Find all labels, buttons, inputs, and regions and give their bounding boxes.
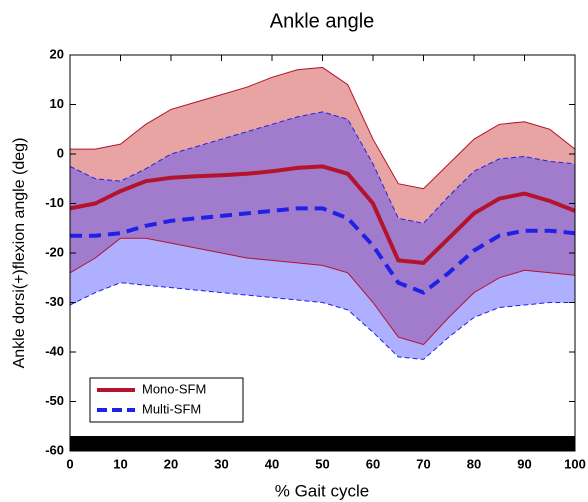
y-tick-label: -50 bbox=[45, 393, 64, 408]
chart-title: Ankle angle bbox=[270, 10, 375, 32]
legend-box bbox=[89, 377, 244, 423]
y-tick-label: 0 bbox=[57, 145, 64, 160]
band-edge bbox=[69, 282, 575, 360]
x-tick-label: 30 bbox=[214, 456, 228, 471]
x-tick-label: 90 bbox=[517, 456, 531, 471]
legend-label: Multi-SFM bbox=[142, 401, 201, 416]
y-tick-label: -10 bbox=[45, 195, 64, 210]
band-edge bbox=[70, 66, 576, 190]
y-tick-label: -30 bbox=[45, 294, 64, 309]
x-tick-label: 10 bbox=[113, 456, 127, 471]
mean-line bbox=[69, 164, 576, 265]
y-tick-label: 10 bbox=[50, 96, 64, 111]
y-tick-label: -20 bbox=[45, 244, 64, 259]
band-edge bbox=[69, 237, 576, 346]
y-axis-label: Ankle dorsi(+)flexion angle (deg) bbox=[11, 138, 28, 369]
x-tick-label: 80 bbox=[467, 456, 481, 471]
x-tick-label: 100 bbox=[564, 456, 586, 471]
x-tick-label: 0 bbox=[66, 456, 73, 471]
x-tick-label: 20 bbox=[164, 456, 178, 471]
band-edge bbox=[69, 111, 576, 224]
band bbox=[70, 111, 575, 360]
phase-bar bbox=[70, 436, 575, 451]
plot-area bbox=[69, 66, 576, 360]
x-tick-label: 60 bbox=[366, 456, 380, 471]
legend: Mono-SFM Multi-SFM bbox=[89, 377, 244, 423]
y-tick-label: 20 bbox=[50, 46, 64, 61]
legend-label: Mono-SFM bbox=[142, 381, 206, 396]
x-tick-label: 70 bbox=[416, 456, 430, 471]
x-tick-label: 40 bbox=[265, 456, 279, 471]
x-axis-label: % Gait cycle bbox=[275, 481, 369, 500]
y-tick-label: -60 bbox=[45, 442, 64, 457]
y-tick-label: -40 bbox=[45, 343, 64, 358]
mean-line bbox=[70, 206, 576, 295]
x-tick-label: 50 bbox=[315, 456, 329, 471]
